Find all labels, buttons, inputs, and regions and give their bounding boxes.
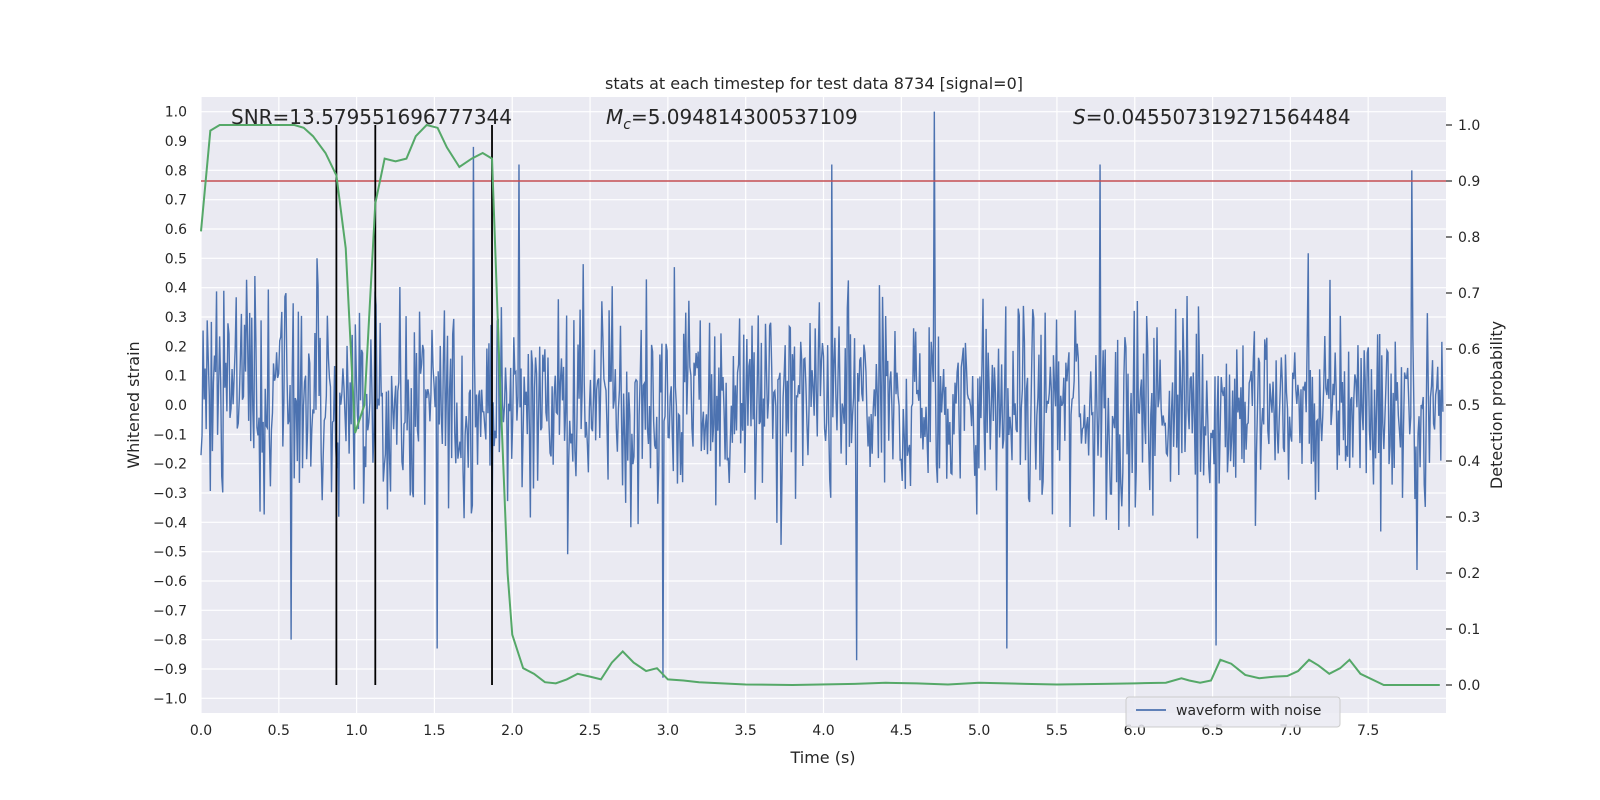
waveform-series (200, 111, 1444, 678)
x-tick-label: 2.5 (579, 723, 601, 739)
right-y-axis-label: Detection probability (1487, 321, 1506, 489)
left-y-tick-label: 0.8 (165, 163, 187, 179)
right-y-tick-label: 1.0 (1458, 118, 1480, 134)
right-y-tick-label: 0.9 (1458, 174, 1480, 190)
left-y-tick-label: 1.0 (165, 105, 187, 121)
left-y-tick-label: 0.2 (165, 339, 187, 355)
right-y-tick-label: 0.2 (1458, 566, 1480, 582)
x-tick-label: 1.0 (345, 723, 367, 739)
right-y-tick-label: 0.5 (1458, 398, 1480, 414)
left-y-tick-label: −0.3 (153, 486, 187, 502)
left-y-tick-label: −0.7 (153, 603, 187, 619)
left-y-tick-label: −0.8 (153, 633, 187, 649)
snr-annotation: SNR=13.579551696777344 (231, 105, 512, 129)
x-tick-label: 1.5 (423, 723, 445, 739)
mc-subscript: c (623, 117, 631, 133)
x-tick-label: 5.0 (968, 723, 990, 739)
right-y-tick-label: 0.0 (1458, 678, 1480, 694)
x-tick-label: 5.5 (1046, 723, 1068, 739)
left-y-tick-label: 0.0 (165, 398, 187, 414)
left-y-axis-ticks: 1.0 0.9 0.8 0.7 0.6 0.5 0.4 0.3 0.2 0.1 0.0 −0.1 −0.… (153, 105, 187, 708)
left-y-tick-label: 0.5 (165, 251, 187, 267)
s-value: =0.045507319271564484 (1086, 105, 1351, 129)
left-y-tick-label: −0.6 (153, 574, 187, 590)
left-y-tick-label: −0.5 (153, 545, 187, 561)
left-y-axis-label: Whitened strain (124, 341, 143, 468)
legend: waveform with noise (1125, 696, 1341, 728)
x-tick-label: 7.5 (1357, 723, 1379, 739)
mc-annotation: Mc=5.094814300537109 (606, 105, 858, 133)
mc-symbol: M (606, 105, 623, 129)
legend-label: waveform with noise (1176, 703, 1321, 719)
left-y-tick-label: −0.1 (153, 427, 187, 443)
mc-value: =5.094814300537109 (631, 105, 858, 129)
x-tick-label: 2.0 (501, 723, 523, 739)
right-y-tick-label: 0.3 (1458, 510, 1480, 526)
legend-box (1125, 696, 1341, 728)
x-tick-label: 4.5 (890, 723, 912, 739)
s-symbol: S (1073, 105, 1086, 129)
x-tick-label: 4.0 (812, 723, 834, 739)
right-y-tick-label: 0.6 (1458, 342, 1480, 358)
left-y-tick-label: 0.9 (165, 134, 187, 150)
x-tick-label: 3.0 (657, 723, 679, 739)
right-y-tick-label: 0.4 (1458, 454, 1480, 470)
right-y-axis-ticks: 1.0 0.9 0.8 0.7 0.6 0.5 0.4 0.3 0.2 0.1 0.0 (1446, 118, 1480, 694)
left-y-tick-label: 0.7 (165, 193, 187, 209)
right-y-tick-label: 0.7 (1458, 286, 1480, 302)
left-y-tick-label: −0.2 (153, 457, 187, 473)
x-tick-label: 0.5 (268, 723, 290, 739)
left-y-tick-label: −0.4 (153, 515, 187, 531)
left-y-tick-label: 0.1 (165, 369, 187, 385)
left-y-tick-label: −0.9 (153, 662, 187, 678)
x-tick-label: 3.5 (735, 723, 757, 739)
chart-title: stats at each timestep for test data 873… (605, 74, 1023, 93)
right-y-tick-label: 0.8 (1458, 230, 1480, 246)
left-y-tick-label: −1.0 (153, 691, 187, 707)
s-annotation: S=0.045507319271564484 (1073, 105, 1351, 129)
left-y-tick-label: 0.4 (165, 281, 187, 297)
detection-probability-series (200, 123, 1440, 687)
left-y-tick-label: 0.6 (165, 222, 187, 238)
x-tick-label: 0.0 (190, 723, 212, 739)
left-y-tick-label: 0.3 (165, 310, 187, 326)
right-y-tick-label: 0.1 (1458, 622, 1480, 638)
x-axis-label: Time (s) (789, 748, 855, 767)
